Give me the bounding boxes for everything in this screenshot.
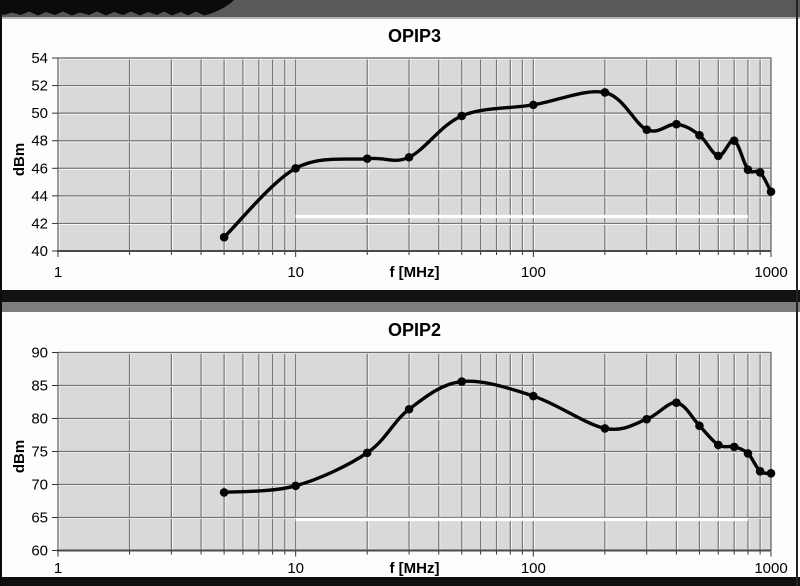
y-tick-label: 60 bbox=[31, 543, 48, 560]
y-tick-label: 85 bbox=[31, 378, 48, 395]
chart-opip2: 60 65 70 75 80 85 90 OPIP2 dBm 1 10 100 1000 f [MHz] bbox=[11, 320, 788, 577]
data-point-marker bbox=[529, 391, 538, 401]
y-tick-label: 42 bbox=[31, 215, 48, 232]
data-point-marker bbox=[743, 165, 753, 174]
data-point-marker bbox=[600, 88, 610, 97]
x-tick-label: 10 bbox=[287, 264, 304, 281]
data-point-marker bbox=[404, 152, 414, 162]
data-point-marker bbox=[766, 468, 776, 478]
y-tick-label: 80 bbox=[31, 411, 48, 428]
torn-banner-shape bbox=[0, 0, 234, 16]
x-tick-label: 1 bbox=[54, 560, 62, 577]
y-tick-label: 48 bbox=[31, 133, 48, 150]
section-separator-gray bbox=[0, 302, 800, 312]
x-axis-label: f [MHz] bbox=[390, 560, 440, 577]
data-point-marker bbox=[713, 151, 723, 161]
data-point-marker bbox=[529, 100, 538, 110]
data-point-marker bbox=[457, 111, 467, 121]
y-tick-label: 52 bbox=[31, 78, 48, 95]
bottom-black-bar bbox=[0, 577, 800, 586]
y-tick-label: 54 bbox=[31, 50, 48, 67]
data-point-marker bbox=[219, 232, 229, 242]
data-point-marker bbox=[672, 119, 681, 129]
chart-title: OPIP2 bbox=[388, 320, 441, 340]
data-point-marker bbox=[695, 421, 704, 431]
data-point-marker bbox=[766, 187, 776, 197]
data-point-marker bbox=[713, 440, 723, 450]
x-tick-label: 1 bbox=[54, 264, 62, 281]
chart-title: OPIP3 bbox=[388, 26, 441, 46]
torn-black-banner bbox=[0, 0, 234, 16]
data-point-marker bbox=[672, 398, 681, 407]
data-point-marker bbox=[642, 125, 652, 134]
y-tick-label: 46 bbox=[31, 160, 48, 177]
data-curve bbox=[222, 379, 773, 495]
section-separator-black bbox=[0, 290, 800, 302]
data-point-marker bbox=[729, 442, 739, 452]
data-point-marker bbox=[755, 168, 765, 177]
data-point-marker bbox=[600, 424, 610, 433]
page-border-left bbox=[0, 0, 2, 586]
y-tick-label: 40 bbox=[31, 243, 48, 260]
data-point-marker bbox=[642, 414, 652, 424]
page-border-right bbox=[796, 0, 798, 586]
x-tick-label: 1000 bbox=[754, 560, 787, 577]
top-bar-bottom-edge bbox=[0, 17, 800, 19]
y-tick-label: 90 bbox=[31, 345, 48, 362]
chart-opip3: 40 42 44 46 48 50 52 54 OPIP3 dBm 1 10 100 1000 f [MHz… bbox=[11, 26, 788, 281]
y-tick-label: 44 bbox=[31, 188, 48, 205]
data-point-marker bbox=[695, 130, 704, 140]
data-point-marker bbox=[743, 449, 753, 458]
data-point-marker bbox=[362, 154, 372, 163]
y-axis-label: dBm bbox=[11, 143, 28, 176]
y-tick-label: 75 bbox=[31, 444, 48, 461]
x-tick-label: 100 bbox=[521, 264, 546, 281]
data-point-marker bbox=[755, 467, 765, 476]
data-point-marker bbox=[362, 448, 372, 458]
y-axis-label: dBm bbox=[11, 440, 28, 473]
x-tick-label: 10 bbox=[287, 560, 304, 577]
data-point-marker bbox=[729, 136, 739, 146]
data-point-marker bbox=[291, 163, 300, 173]
data-point-marker bbox=[291, 481, 300, 491]
y-tick-label: 70 bbox=[31, 477, 48, 494]
y-tick-label: 65 bbox=[31, 510, 48, 527]
data-point-marker bbox=[404, 404, 414, 414]
data-point-marker bbox=[457, 377, 467, 386]
y-tick-label: 50 bbox=[31, 105, 48, 122]
x-axis-label: f [MHz] bbox=[390, 264, 440, 281]
x-tick-label: 100 bbox=[521, 560, 546, 577]
data-point-marker bbox=[219, 488, 229, 497]
x-tick-label: 1000 bbox=[754, 264, 787, 281]
